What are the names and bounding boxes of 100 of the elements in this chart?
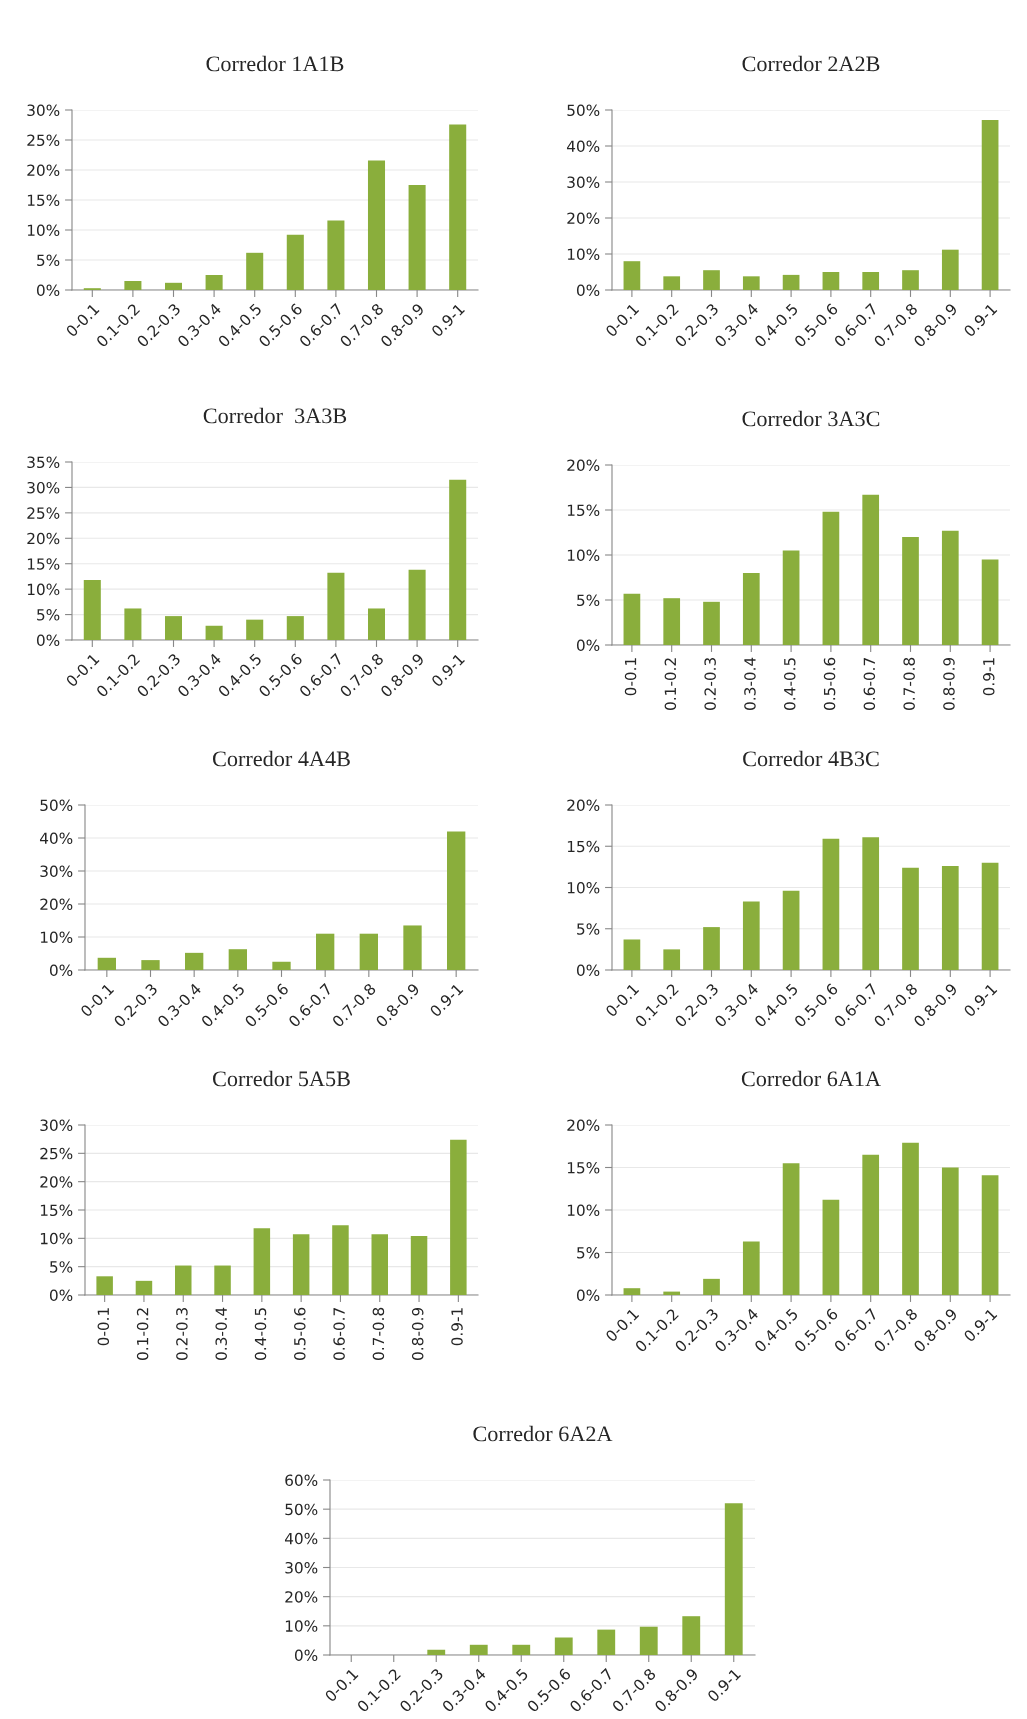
bar <box>96 1276 113 1295</box>
y-tick-label: 40% <box>284 1532 318 1545</box>
bar <box>124 281 142 290</box>
y-tick-label: 15% <box>27 558 60 570</box>
bar <box>272 961 291 970</box>
bar <box>141 960 160 970</box>
bar <box>703 270 720 290</box>
bar <box>469 1644 488 1655</box>
bar <box>703 1278 720 1295</box>
bar <box>371 1234 388 1295</box>
y-tick-label: 0% <box>49 964 73 977</box>
bar <box>862 272 880 290</box>
x-tick-label: 0.7-0.8 <box>372 1307 385 1360</box>
bar <box>742 1241 760 1295</box>
bar <box>83 579 101 640</box>
y-tick-label: 15% <box>567 504 600 517</box>
bar <box>292 1234 310 1295</box>
bar <box>214 1265 231 1295</box>
y-tick-label: 40% <box>566 140 600 153</box>
bar <box>782 1163 800 1295</box>
bar <box>512 1644 531 1655</box>
chart-title: Corredor 2A2B <box>742 55 880 72</box>
bar <box>359 933 378 970</box>
bar <box>981 120 999 290</box>
bar <box>941 866 959 970</box>
bar <box>97 957 116 970</box>
y-tick-label: 10% <box>27 224 60 237</box>
x-tick-label: 0.2-0.3 <box>176 1308 188 1360</box>
x-tick-label: 0.4-0.5 <box>254 1308 267 1360</box>
y-tick-label: 10% <box>40 931 73 944</box>
bar <box>902 867 919 970</box>
y-tick-label: 10% <box>40 1232 73 1245</box>
bar <box>902 270 919 290</box>
y-tick-label: 10% <box>567 881 600 894</box>
chart-title: Corredor 5A5B <box>212 1070 350 1087</box>
x-tick-label: 0.5-0.6 <box>823 657 836 710</box>
y-tick-label: 0% <box>576 639 600 652</box>
chart-title: Corredor 4B3C <box>743 750 879 767</box>
bar <box>185 952 204 970</box>
y-tick-label: 10% <box>285 1620 318 1632</box>
x-tick-label: 0.4-0.5 <box>783 658 796 710</box>
y-tick-label: 15% <box>567 1161 600 1174</box>
y-tick-label: 15% <box>567 840 600 853</box>
bar <box>367 608 386 640</box>
bar <box>450 1139 467 1295</box>
y-tick-label: 20% <box>285 1591 318 1603</box>
bar <box>623 261 641 290</box>
x-tick-label: 0.8-0.9 <box>411 1307 424 1360</box>
bar <box>742 901 760 970</box>
chart-title: Corredor 6A2A <box>473 1425 613 1442</box>
y-tick-label: 0% <box>36 634 60 647</box>
bar <box>246 252 264 290</box>
bar <box>124 608 142 640</box>
bar <box>941 530 959 645</box>
bar <box>447 831 466 970</box>
bar <box>623 939 641 970</box>
bar <box>286 616 304 640</box>
bar <box>724 1503 743 1655</box>
bar <box>327 572 345 640</box>
y-tick-label: 10% <box>567 1204 600 1217</box>
y-tick-label: 20% <box>567 1119 600 1132</box>
x-tick-label: 0.1-0.2 <box>136 1308 149 1360</box>
y-tick-label: 5% <box>577 1246 600 1259</box>
x-tick-label: 0.7-0.8 <box>903 657 915 710</box>
bar <box>782 890 800 970</box>
chart-title: Corredor 1A1B <box>206 55 344 72</box>
y-tick-label: 30% <box>285 1561 318 1574</box>
y-tick-label: 40% <box>39 832 73 845</box>
x-tick-label: 0.8-0.9 <box>943 657 955 710</box>
bar <box>822 272 840 290</box>
bar <box>782 274 800 290</box>
y-tick-label: 15% <box>27 194 60 207</box>
bar <box>682 1616 701 1655</box>
bar <box>246 619 264 640</box>
y-tick-label: 10% <box>567 248 600 261</box>
y-tick-label: 60% <box>285 1474 318 1487</box>
y-tick-label: 5% <box>37 609 60 621</box>
y-tick-label: 0% <box>36 284 60 297</box>
bar <box>782 550 800 645</box>
bar <box>449 479 467 640</box>
bar <box>742 573 760 645</box>
bar <box>902 537 919 645</box>
chart-title: Corredor 3A3B <box>203 407 347 424</box>
y-tick-label: 30% <box>27 481 60 494</box>
y-tick-label: 0% <box>576 284 600 297</box>
bar <box>981 862 999 970</box>
bar <box>316 933 335 970</box>
bar <box>862 494 880 645</box>
bar <box>941 249 959 290</box>
chart-title: Corredor 3A3C <box>742 410 880 427</box>
y-tick-label: 5% <box>50 1261 73 1273</box>
y-tick-label: 20% <box>567 212 600 225</box>
bar <box>623 593 641 645</box>
y-tick-label: 30% <box>40 865 73 878</box>
bar <box>164 616 183 640</box>
y-tick-label: 20% <box>27 164 60 177</box>
x-tick-label: 0.2-0.3 <box>704 658 716 710</box>
bar <box>410 1236 428 1295</box>
y-tick-label: 35% <box>27 456 60 469</box>
bar <box>822 1199 840 1295</box>
